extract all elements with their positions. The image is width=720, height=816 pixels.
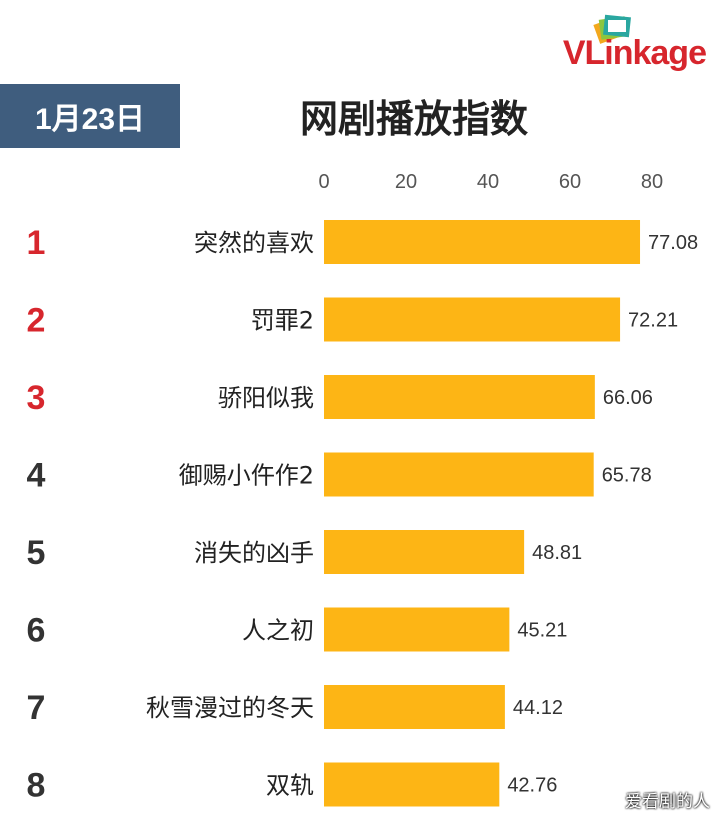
logo-mark-icon (593, 14, 631, 44)
vlinkage-logo: VLinkage (534, 10, 714, 72)
rank-number: 8 (27, 767, 46, 805)
data-label: 66.06 (603, 387, 653, 409)
bar (324, 297, 621, 342)
rank-number: 5 (27, 534, 46, 572)
data-label: 72.21 (628, 310, 678, 332)
rank-number: 3 (27, 379, 46, 417)
data-label: 45.21 (517, 620, 567, 642)
rank-number: 7 (27, 689, 46, 727)
category-label: 双轨 (266, 772, 314, 800)
watermark: 爱看剧的人 (625, 792, 710, 812)
bar (324, 452, 594, 497)
rank-number: 6 (27, 612, 46, 650)
data-label: 48.81 (532, 542, 582, 564)
data-label: 42.76 (507, 775, 557, 797)
rank-number: 2 (27, 302, 46, 340)
bar (324, 220, 641, 264)
bar (324, 530, 525, 574)
category-label: 秋雪漫过的冬天 (146, 694, 314, 722)
chart-title: 网剧播放指数 (300, 97, 529, 141)
category-label: 突然的喜欢 (194, 229, 314, 257)
logo-text: VLinkage (562, 34, 707, 72)
x-tick-label: 0 (318, 171, 329, 193)
x-tick-label: 60 (559, 171, 581, 193)
rank-number: 4 (27, 457, 46, 495)
category-label: 消失的凶手 (194, 539, 314, 567)
x-tick-label: 20 (395, 171, 417, 193)
x-tick-label: 80 (641, 171, 663, 193)
rank-number: 1 (27, 224, 46, 262)
category-label: 罚罪2 (251, 307, 314, 335)
bar (324, 762, 500, 807)
bar (324, 607, 510, 652)
data-label: 77.08 (648, 232, 698, 254)
category-label: 御赐小仵作2 (179, 462, 314, 490)
bar (324, 375, 595, 419)
data-label: 44.12 (513, 697, 563, 719)
x-tick-label: 40 (477, 171, 499, 193)
data-label: 65.78 (602, 465, 652, 487)
category-label: 骄阳似我 (218, 384, 314, 412)
category-label: 人之初 (242, 617, 314, 645)
bar (324, 685, 505, 729)
date-badge: 1月23日 (0, 84, 180, 148)
